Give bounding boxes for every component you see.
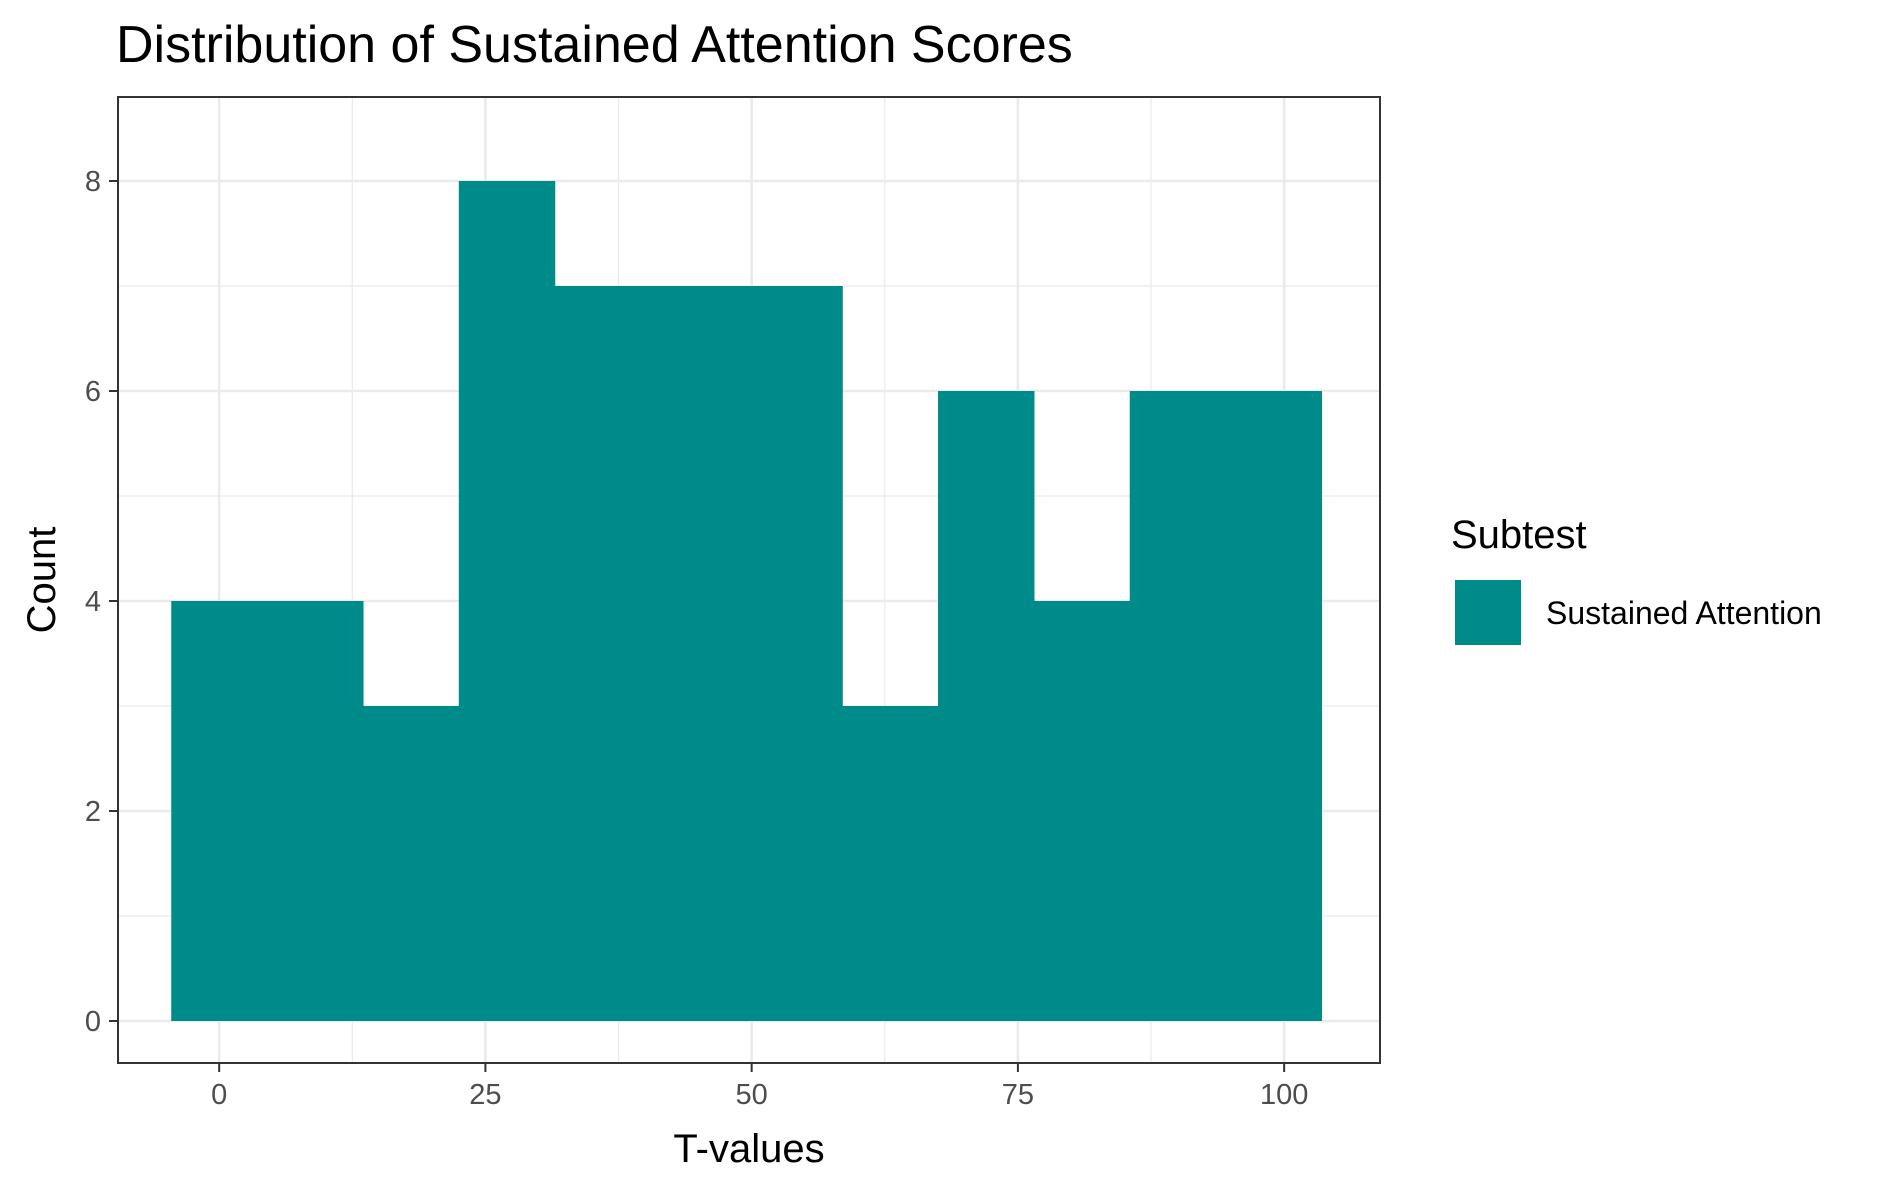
y-tick-label: 2 xyxy=(85,796,101,828)
y-tick-label: 4 xyxy=(85,586,101,618)
histogram-bar xyxy=(458,181,556,1021)
legend: Subtest Sustained Attention xyxy=(1451,513,1822,645)
histogram-bar xyxy=(842,706,939,1021)
x-axis-title: T-values xyxy=(673,1127,824,1171)
histogram-bar xyxy=(1225,391,1323,1021)
histogram-bar xyxy=(171,601,268,1021)
y-tick-label: 0 xyxy=(85,1006,101,1038)
histogram-bar xyxy=(267,601,364,1021)
histogram-bar xyxy=(554,286,652,1021)
y-tick-label: 6 xyxy=(85,376,101,408)
x-tick-label: 75 xyxy=(1002,1079,1034,1111)
histogram-bar xyxy=(746,286,843,1021)
y-tick-label: 8 xyxy=(85,166,101,198)
y-axis-title: Count xyxy=(20,527,64,634)
histogram-bar xyxy=(938,391,1035,1021)
x-tick-label: 100 xyxy=(1260,1079,1308,1111)
histogram-bar xyxy=(650,286,747,1021)
histogram-bar xyxy=(362,706,460,1021)
histogram-bars xyxy=(171,181,1323,1021)
plot-panel xyxy=(117,96,1381,1064)
x-tick-label: 0 xyxy=(211,1079,227,1111)
legend-title: Subtest xyxy=(1451,513,1587,557)
legend-key-sustained-attention xyxy=(1455,580,1521,645)
chart-title: Distribution of Sustained Attention Scor… xyxy=(116,16,1073,74)
histogram-bar xyxy=(1129,391,1227,1021)
x-tick-label: 25 xyxy=(469,1079,501,1111)
panel-border xyxy=(117,96,1381,1064)
x-tick-label: 50 xyxy=(736,1079,768,1111)
x-axis: 0 25 50 75 100 xyxy=(211,1063,1308,1111)
legend-label-sustained-attention: Sustained Attention xyxy=(1546,595,1822,631)
histogram-bar xyxy=(1033,601,1131,1021)
y-axis: 0 2 4 6 8 xyxy=(85,166,118,1038)
